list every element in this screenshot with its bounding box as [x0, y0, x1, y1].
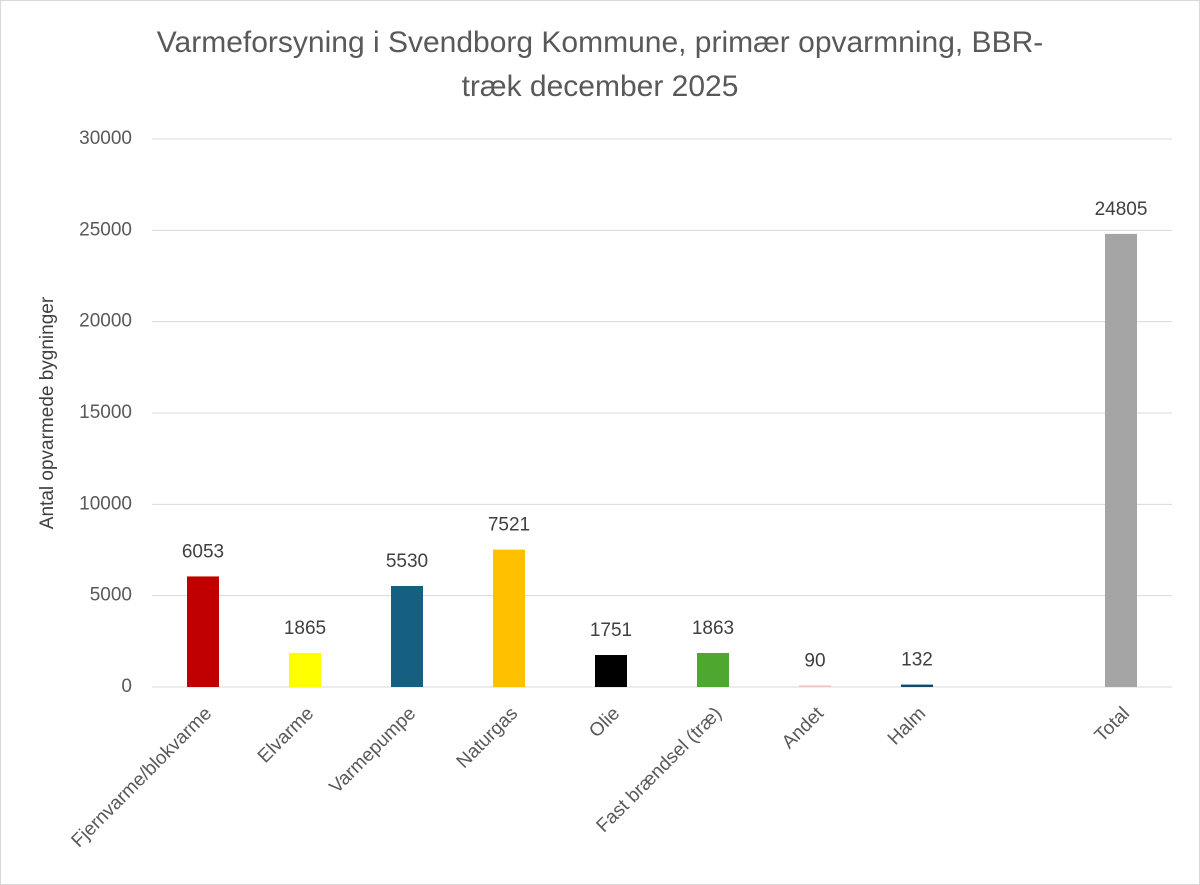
y-tick-label: 15000: [79, 402, 132, 423]
y-axis-label: Antal opvarmede bygninger: [37, 296, 58, 529]
bar: [799, 685, 831, 687]
y-tick-label: 25000: [79, 219, 132, 240]
bar: [493, 549, 525, 687]
bar: [595, 655, 627, 687]
data-label: 5530: [386, 551, 428, 572]
y-tick-label: 30000: [79, 128, 132, 149]
chart-title: træk december 2025: [462, 70, 739, 103]
bar: [289, 652, 321, 687]
data-label: 1863: [692, 618, 734, 639]
data-label: 6053: [182, 541, 224, 562]
bar: [187, 576, 219, 687]
chart-title: Varmeforsyning i Svendborg Kommune, prim…: [157, 26, 1043, 59]
bar: [391, 585, 423, 687]
y-tick-label: 5000: [90, 585, 132, 606]
y-tick-label: 10000: [79, 493, 132, 514]
data-label: 24805: [1095, 199, 1148, 220]
data-label: 132: [901, 650, 933, 671]
y-tick-label: 0: [121, 676, 132, 697]
data-label: 1751: [590, 620, 632, 641]
data-label: 7521: [488, 515, 530, 536]
bar: [1105, 233, 1137, 688]
bar: [697, 652, 729, 687]
data-label: 90: [804, 650, 825, 671]
y-tick-label: 20000: [79, 311, 132, 332]
data-label: 1865: [284, 618, 326, 639]
bar: [901, 684, 933, 687]
